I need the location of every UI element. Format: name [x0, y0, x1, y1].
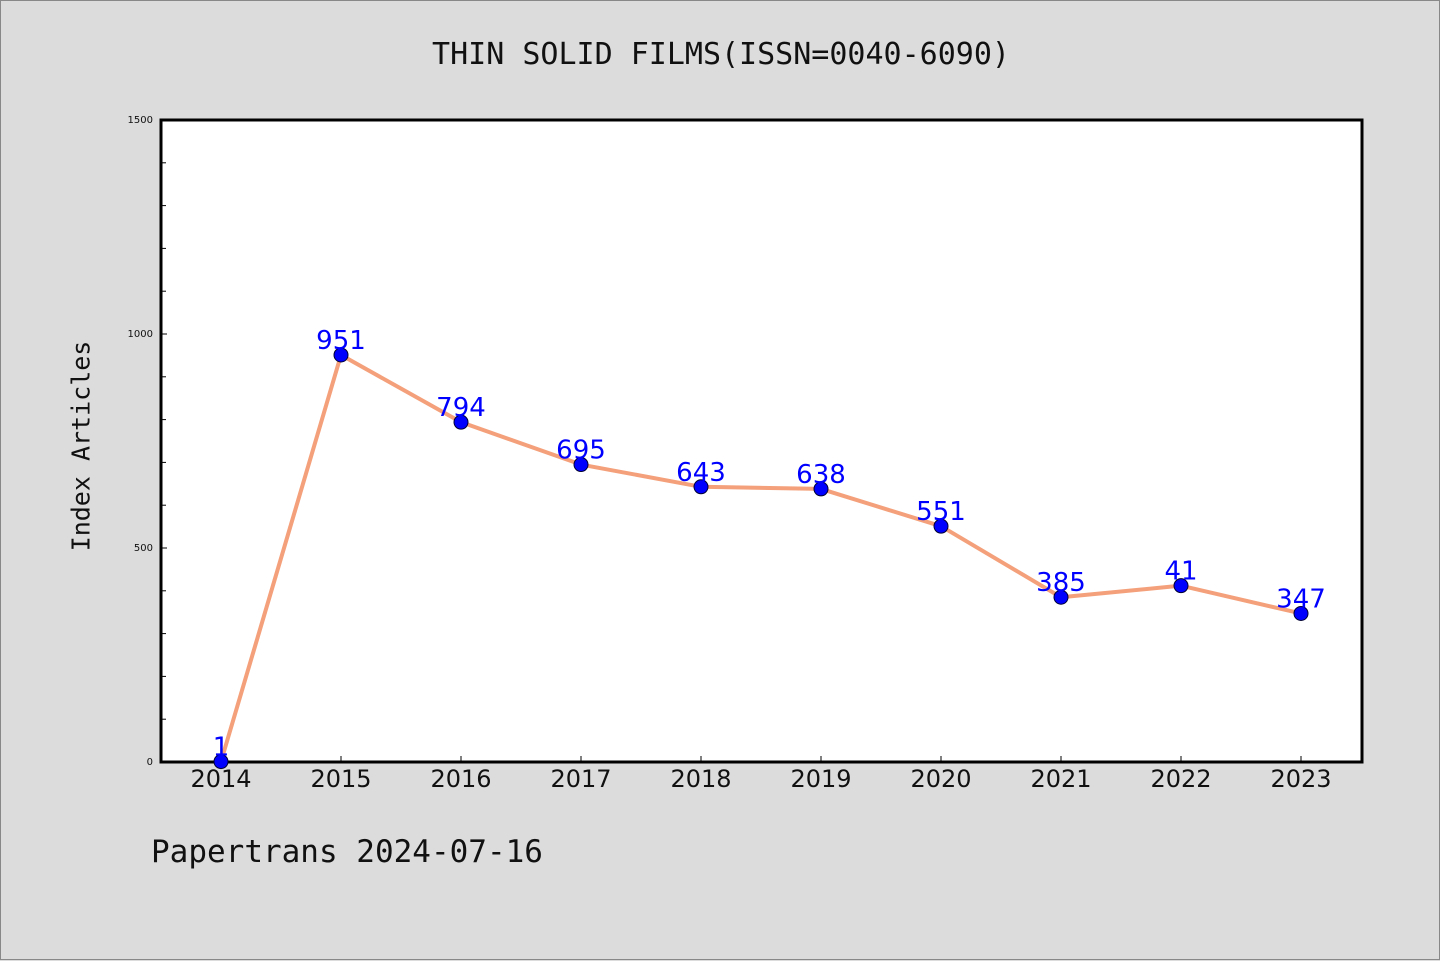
- data-label: 347: [1276, 584, 1326, 614]
- x-tick-label: 2022: [1150, 765, 1211, 793]
- x-tick-label: 2020: [910, 765, 971, 793]
- data-label: 41: [1164, 557, 1197, 587]
- data-point: [1173, 578, 1189, 594]
- data-point: [933, 518, 949, 534]
- series-line: [219, 352, 1303, 764]
- data-point: [333, 347, 349, 363]
- data-point: [1293, 605, 1309, 621]
- data-point: [693, 479, 709, 495]
- x-tick-label: 2016: [430, 765, 491, 793]
- y-tick-label: 1500: [128, 115, 153, 126]
- y-tick-label: 1000: [128, 329, 153, 340]
- data-point: [1053, 589, 1069, 605]
- data-point: [813, 481, 829, 497]
- data-point: [573, 457, 589, 473]
- x-tick-label: 2017: [550, 765, 611, 793]
- x-tick-label: 2015: [310, 765, 371, 793]
- x-tick-label: 2018: [670, 765, 731, 793]
- y-tick-label: 500: [134, 543, 153, 554]
- x-tick-label: 2014: [190, 765, 251, 793]
- footer-note: Papertrans 2024-07-16: [151, 834, 543, 870]
- data-label: 385: [1036, 568, 1086, 598]
- data-label: 643: [676, 458, 726, 488]
- x-tick-label: 2023: [1270, 765, 1331, 793]
- chart-title: THIN SOLID FILMS(ISSN=0040-6090): [432, 37, 1010, 72]
- data-label: 794: [436, 393, 486, 423]
- data-point: [453, 414, 469, 430]
- data-label: 695: [556, 436, 606, 466]
- data-label: 638: [796, 460, 846, 490]
- data-label: 1: [213, 733, 230, 763]
- data-label: 551: [916, 497, 966, 527]
- data-point: [213, 754, 229, 770]
- x-tick-label: 2021: [1030, 765, 1091, 793]
- plot-area: [159, 118, 1364, 764]
- data-label: 951: [316, 326, 366, 356]
- y-tick-label: 0: [147, 757, 153, 768]
- x-tick-label: 2019: [790, 765, 851, 793]
